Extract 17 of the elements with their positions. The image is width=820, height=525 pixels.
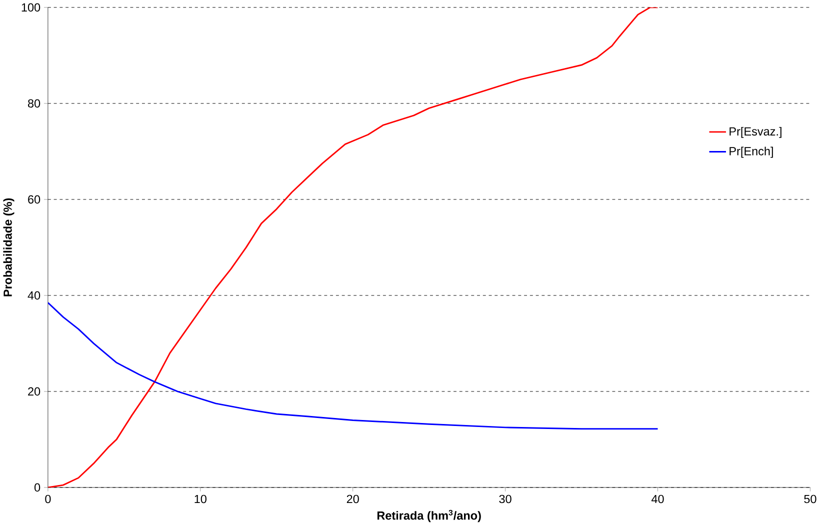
- y-tick-label: 100: [22, 3, 40, 12]
- legend-label: Pr[Esvaz.]: [730, 126, 782, 138]
- x-axis-title: Retirada (hm$^{3}$/ano): [377, 510, 481, 522]
- x-tick-label: 10: [194, 494, 206, 503]
- line-series: [48, 302, 658, 430]
- y-tick-label: 0: [34, 483, 40, 492]
- legend-label: Pr[Ench]: [730, 146, 773, 158]
- x-tick-label: 0: [45, 494, 51, 503]
- y-tick-label: 20: [28, 387, 40, 396]
- y-tick-label: 40: [28, 291, 40, 300]
- y-tick-label: 80: [28, 99, 40, 108]
- y-axis-title: Probabilidade (%): [3, 198, 14, 296]
- x-tick-label: 50: [804, 494, 816, 503]
- x-tick-label: 40: [651, 494, 664, 503]
- x-tick-label: 20: [346, 494, 359, 503]
- y-tick-label: 60: [28, 195, 40, 204]
- x-tick-label: 30: [499, 494, 512, 503]
